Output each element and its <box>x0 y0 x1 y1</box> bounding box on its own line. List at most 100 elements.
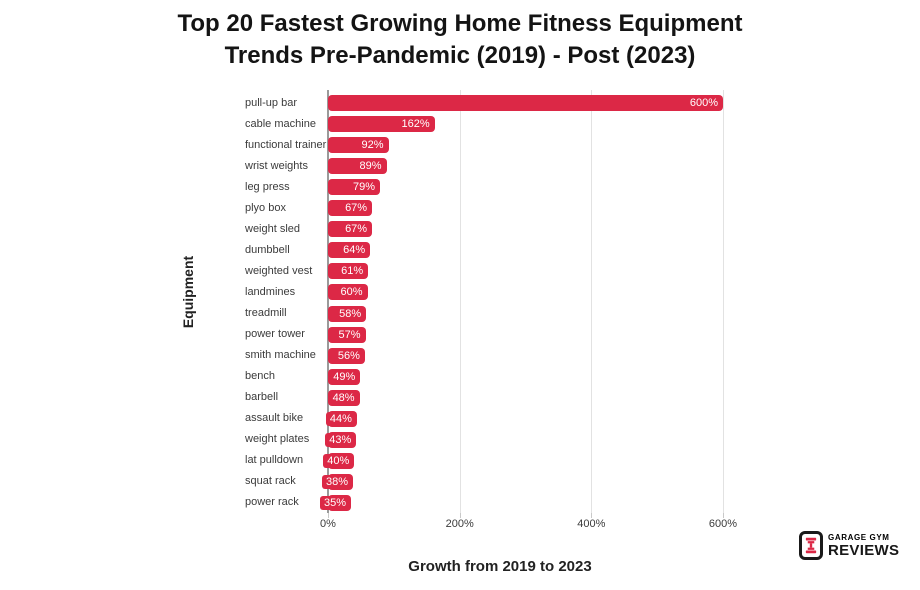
brand-logo: GARAGE GYM REVIEWS <box>799 531 899 560</box>
bar-bench: 49% <box>328 368 361 385</box>
value-label: 43% <box>325 432 356 447</box>
chart-title: Top 20 Fastest Growing Home Fitness Equi… <box>177 10 743 69</box>
value-label: 89% <box>355 159 386 174</box>
bar-assault-bike: 44% <box>325 410 357 427</box>
category-label: pull-up bar <box>245 96 297 109</box>
tick-600 <box>723 513 724 518</box>
bar-dumbbell: 64% <box>328 242 371 259</box>
bar-squat-rack: 38% <box>321 473 354 490</box>
bar-row: squat rack 38% <box>0 471 920 492</box>
bar-weight-plates: 43% <box>325 431 357 448</box>
value-label: 35% <box>320 495 351 510</box>
category-label: leg press <box>245 180 290 193</box>
category-label: weight sled <box>245 222 301 235</box>
bar-landmines: 60% <box>328 284 368 301</box>
gridline-200 <box>459 90 461 513</box>
category-label: weighted vest <box>245 264 313 277</box>
bar-row: leg press 79% <box>0 177 920 198</box>
bar-weighted-vest: 61% <box>328 263 369 280</box>
category-label: functional trainer <box>245 138 327 151</box>
gridline-400 <box>591 90 593 513</box>
x-axis-line <box>327 90 329 513</box>
category-label: cable machine <box>245 117 316 130</box>
bar-pull-up-bar: 600% <box>328 95 723 111</box>
value-label: 92% <box>357 138 388 153</box>
bar-lat-pulldown: 40% <box>323 452 355 469</box>
category-label: bench <box>245 370 275 383</box>
value-label: 79% <box>348 180 379 195</box>
gridline-600 <box>723 90 724 513</box>
bar-functional-trainer: 92% <box>328 137 389 154</box>
x-axis-title: Growth from 2019 to 2023 <box>408 558 592 575</box>
category-label: landmines <box>245 285 296 298</box>
value-label: 57% <box>334 327 365 342</box>
category-label: wrist weights <box>245 159 308 172</box>
bar-row: weight sled 67% <box>0 219 920 240</box>
bar-row: cable machine 162% <box>0 114 920 135</box>
value-label: 67% <box>341 222 372 237</box>
tick-label-400: 400% <box>577 518 606 530</box>
bar-row: landmines 60% <box>0 282 920 303</box>
bar-row: power tower 57% <box>0 324 920 345</box>
tick-200 <box>459 513 461 518</box>
tick-0 <box>328 513 329 518</box>
category-label: smith machine <box>245 349 316 362</box>
value-label: 49% <box>329 369 360 384</box>
bar-cable-machine: 162% <box>328 116 435 133</box>
bar-row: treadmill 58% <box>0 303 920 324</box>
bar-plyo-box: 67% <box>328 200 373 217</box>
bar-row: power rack 35% <box>0 492 920 513</box>
tick-400 <box>591 513 593 518</box>
bar-barbell: 48% <box>328 389 360 406</box>
bar-power-rack: 35% <box>320 494 352 511</box>
brand-name-bottom: REVIEWS <box>828 541 900 559</box>
tick-label-200: 200% <box>445 518 474 530</box>
brand-name: GARAGE GYM REVIEWS <box>828 532 900 559</box>
dumbbell-icon <box>799 531 823 560</box>
bar-power-tower: 57% <box>328 326 366 343</box>
value-label: 58% <box>335 306 366 321</box>
bar-row: bench 49% <box>0 366 920 387</box>
bar-row: dumbbell 64% <box>0 240 920 261</box>
value-label: 40% <box>323 453 354 468</box>
value-label: 48% <box>328 390 359 405</box>
bar-row: weighted vest 61% <box>0 261 920 282</box>
value-label: 64% <box>339 243 370 258</box>
bar-treadmill: 58% <box>328 305 367 322</box>
value-label: 56% <box>333 348 364 363</box>
value-label: 67% <box>341 201 372 216</box>
value-label: 61% <box>337 264 368 279</box>
value-label: 38% <box>321 474 353 489</box>
category-label: barbell <box>245 391 279 404</box>
category-label: power rack <box>245 496 299 509</box>
bar-row: assault bike 44% <box>0 408 920 429</box>
bar-row: smith machine 56% <box>0 345 920 366</box>
category-label: lat pulldown <box>245 454 304 467</box>
bar-row: pull-up bar 600% <box>0 93 920 114</box>
bar-row: functional trainer 92% <box>0 135 920 156</box>
category-label: assault bike <box>245 412 304 425</box>
category-label: power tower <box>245 328 305 341</box>
tick-label-0: 0% <box>320 518 336 530</box>
bar-row: lat pulldown 40% <box>0 450 920 471</box>
brand-name-top: GARAGE GYM <box>828 532 890 542</box>
tick-label-600: 600% <box>708 518 738 530</box>
bar-wrist-weights: 89% <box>328 158 387 175</box>
category-label: dumbbell <box>245 243 290 256</box>
value-label: 44% <box>325 411 356 426</box>
value-label: 60% <box>336 285 367 300</box>
bar-row: plyo box 67% <box>0 198 920 219</box>
category-label: weight plates <box>245 433 310 446</box>
bar-row: weight plates 43% <box>0 429 920 450</box>
category-label: plyo box <box>245 201 286 214</box>
category-label: treadmill <box>245 307 287 319</box>
bar-smith-machine: 56% <box>328 347 365 364</box>
value-label: 600% <box>685 96 722 110</box>
bar-row: barbell 48% <box>0 387 920 408</box>
bar-weight-sled: 67% <box>328 221 373 238</box>
bar-row: wrist weights 89% <box>0 156 920 177</box>
value-label: 162% <box>397 117 434 132</box>
bar-leg-press: 79% <box>328 179 380 196</box>
category-label: squat rack <box>245 475 296 488</box>
